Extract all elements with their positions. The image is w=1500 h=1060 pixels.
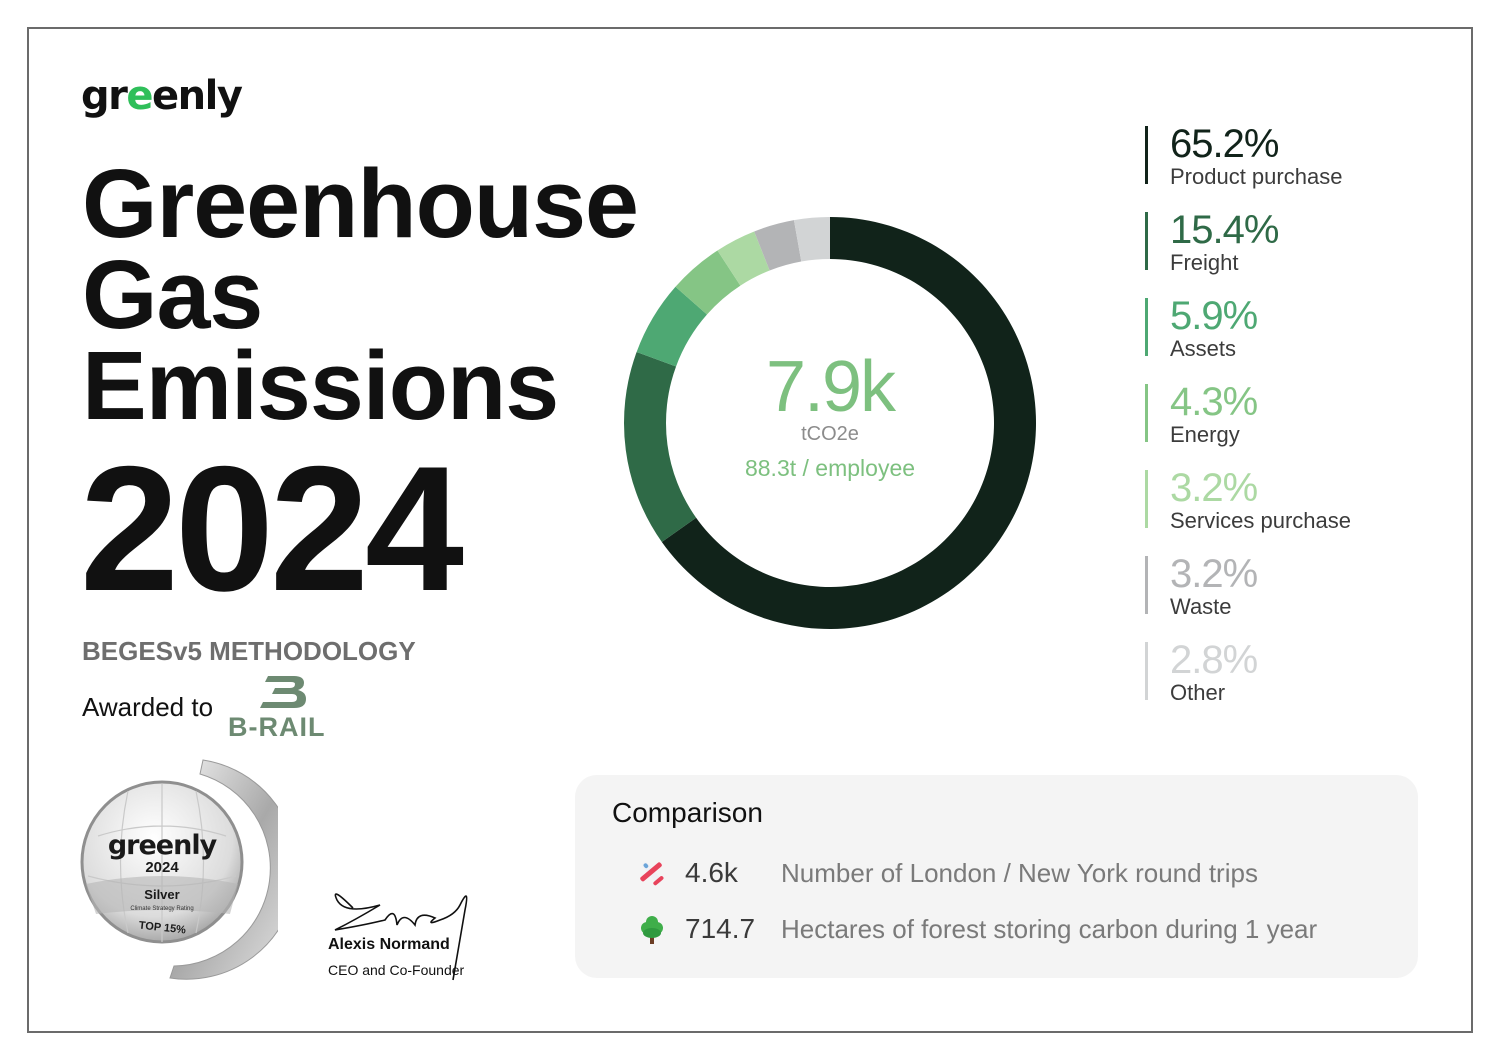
- greenly-logo: greenly: [81, 73, 243, 119]
- svg-text:Climate Strategy Rating: Climate Strategy Rating: [130, 906, 193, 912]
- logo-text-prefix: gr: [81, 73, 128, 119]
- logo-text-suffix: enly: [152, 73, 243, 119]
- legend-color-bar: [1145, 470, 1148, 528]
- signer-role: CEO and Co-Founder: [328, 962, 465, 978]
- comparison-description: Hectares of forest storing carbon during…: [781, 913, 1318, 944]
- title-line: Emissions: [82, 331, 559, 440]
- legend-label: Other: [1170, 680, 1226, 705]
- legend-label: Services purchase: [1170, 508, 1351, 533]
- legend-item-other: 2.8% Other: [1145, 640, 1445, 726]
- donut-segment-other: [793, 217, 830, 262]
- logo-leaf: e: [126, 73, 153, 119]
- legend-label: Assets: [1170, 336, 1237, 361]
- title-line: Greenhouse: [82, 149, 639, 258]
- b-rail-mark-icon: [260, 676, 306, 708]
- donut-center-summary: 7.9k tCO2e 88.3t / employee: [620, 213, 1040, 633]
- donut-segment-energy: [675, 250, 741, 315]
- airplane-icon: [637, 857, 667, 889]
- tree-icon: [637, 913, 667, 945]
- comparison-row-flights: 4.6k Number of London / New York round t…: [637, 853, 1258, 893]
- signature-icon: [334, 893, 468, 981]
- legend-item-energy: 4.3% Energy: [1145, 382, 1445, 468]
- legend-percentage: 2.8%: [1170, 638, 1258, 682]
- awarded-to-label: Awarded to: [82, 692, 214, 722]
- legend-label: Product purchase: [1170, 164, 1343, 189]
- legend-percentage: 15.4%: [1170, 208, 1279, 252]
- page-title: Greenhouse Gas Emissions: [82, 149, 639, 440]
- emissions-donut-chart: [620, 213, 1040, 633]
- legend-percentage: 3.2%: [1170, 466, 1258, 510]
- title-line: Gas: [82, 240, 263, 349]
- legend-item-assets: 5.9% Assets: [1145, 296, 1445, 382]
- emissions-per-employee: 88.3t / employee: [744, 455, 916, 481]
- total-emissions: 7.9k: [765, 347, 896, 427]
- legend-item-waste: 3.2% Waste: [1145, 554, 1445, 640]
- svg-text:greenly: greenly: [108, 830, 218, 861]
- emissions-unit: tCO2e: [801, 423, 859, 445]
- donut-svg: [624, 217, 1036, 629]
- donut-segment-services-purchase: [717, 231, 770, 286]
- legend-label: Waste: [1170, 594, 1232, 619]
- comparison-value: 4.6k: [685, 857, 738, 888]
- signer-name: Alexis Normand: [328, 936, 450, 953]
- donut-segment-waste: [754, 220, 802, 271]
- silver-rating-badge: greenly 2024 Silver Climate Strategy Rat…: [78, 756, 298, 981]
- svg-text:TOP 15%: TOP 15%: [138, 920, 187, 937]
- comparison-description: Number of London / New York round trips: [781, 857, 1258, 888]
- legend-label: Energy: [1170, 422, 1240, 447]
- legend-item-freight: 15.4% Freight: [1145, 210, 1445, 296]
- legend-percentage: 65.2%: [1170, 122, 1279, 166]
- company-name: B-RAIL: [228, 712, 326, 742]
- legend-percentage: 5.9%: [1170, 294, 1258, 338]
- comparison-value: 714.7: [685, 913, 756, 944]
- legend-color-bar: [1145, 298, 1148, 356]
- donut-segment-freight: [624, 352, 697, 542]
- legend-color-bar: [1145, 384, 1148, 442]
- chart-legend: 65.2% Product purchase 15.4% Freight 5.9…: [1145, 124, 1445, 726]
- comparison-card: Comparison 4.6k Number of London / New Y…: [575, 775, 1418, 978]
- svg-text:2024: 2024: [145, 859, 179, 876]
- legend-label: Freight: [1170, 250, 1239, 275]
- comparison-row-forest: 714.7 Hectares of forest storing carbon …: [637, 909, 1317, 949]
- legend-color-bar: [1145, 126, 1148, 184]
- donut-segment-assets: [636, 286, 707, 367]
- report-year: 2024: [80, 429, 464, 628]
- legend-item-services-purchase: 3.2% Services purchase: [1145, 468, 1445, 554]
- company-logo: B-RAIL: [228, 672, 338, 742]
- badge-medal-icon: greenly 2024 Silver Climate Strategy Rat…: [80, 759, 298, 980]
- comparison-title: Comparison: [612, 797, 763, 828]
- legend-color-bar: [1145, 642, 1148, 700]
- legend-item-product-purchase: 65.2% Product purchase: [1145, 124, 1445, 210]
- svg-text:Silver: Silver: [144, 887, 179, 902]
- methodology-label: BEGESv5 METHODOLOGY: [82, 636, 416, 666]
- legend-percentage: 3.2%: [1170, 552, 1258, 596]
- legend-color-bar: [1145, 556, 1148, 614]
- legend-percentage: 4.3%: [1170, 380, 1258, 424]
- signature-scribble: [325, 880, 485, 990]
- legend-color-bar: [1145, 212, 1148, 270]
